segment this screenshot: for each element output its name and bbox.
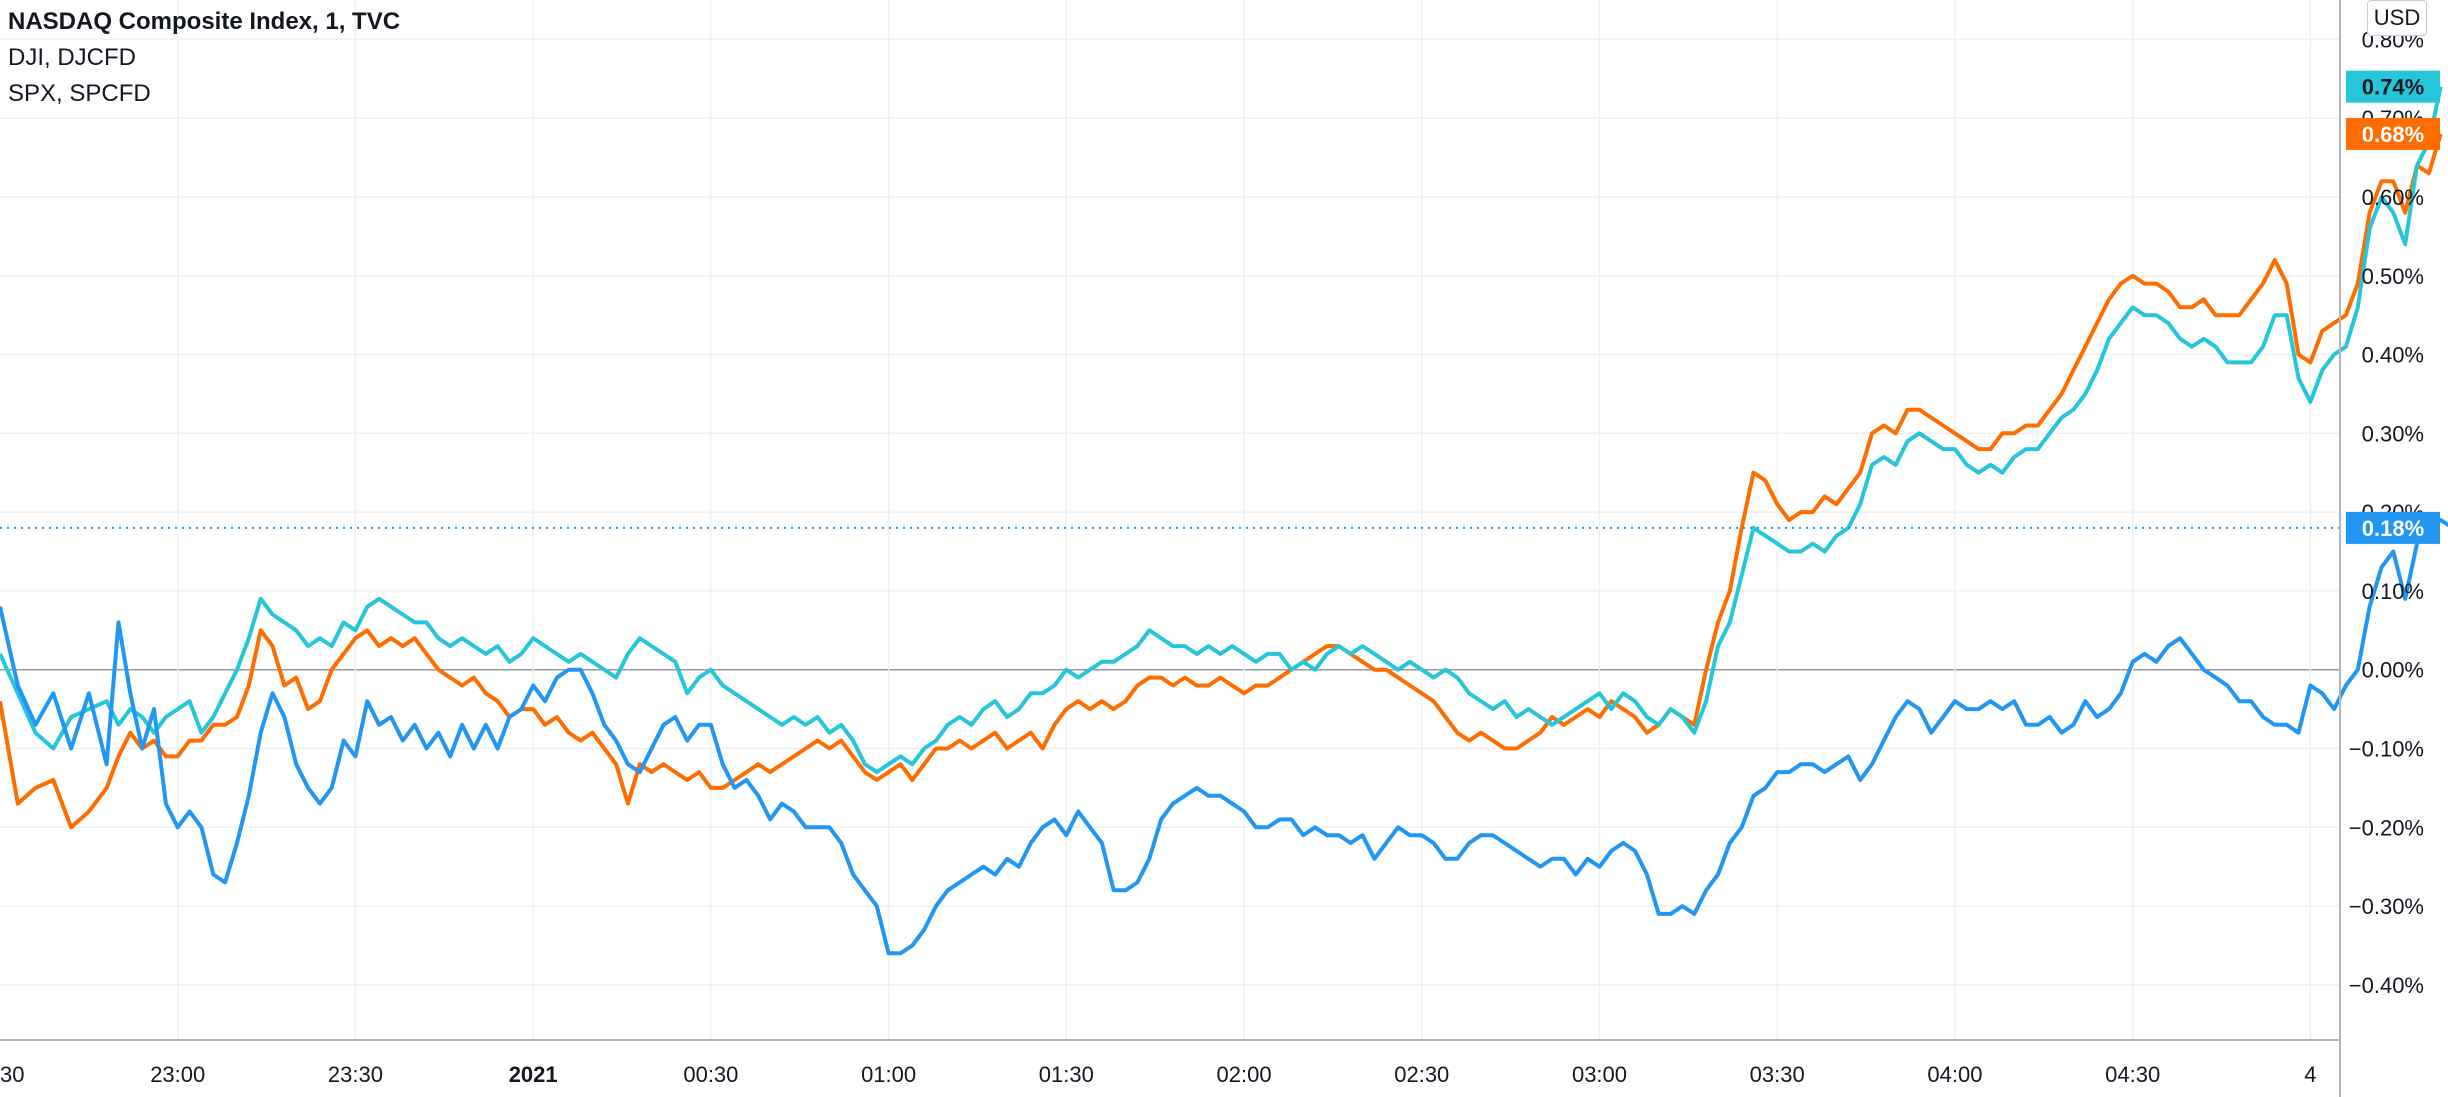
legend-main-symbol[interactable]: NASDAQ Composite Index, 1, TVC [8,8,401,35]
y-tick-label: −0.20% [2349,815,2424,840]
x-tick-label: 2021 [509,1062,558,1087]
series-line-spx [0,133,2443,830]
y-tick-label: 0.40% [2362,343,2424,368]
price-labels: 0.18% 0.74% 0.68% [2346,70,2440,544]
last-value-badge [2346,70,2440,103]
x-tick-label: 01:00 [861,1062,916,1087]
x-tick-label: 23:00 [150,1062,205,1087]
last-value-text: 0.18% [2362,516,2424,541]
x-tick-label: 02:30 [1394,1062,1449,1087]
x-tick-label: 04:00 [1927,1062,1982,1087]
y-tick-label: −0.10% [2349,736,2424,761]
currency-button[interactable]: USD [2367,0,2427,36]
series-line-nasdaq-composite-index [0,518,2448,956]
last-value-label: 0.74% [2346,70,2440,103]
y-tick-label: 0.50% [2362,264,2424,289]
series-line-dji [0,86,2443,775]
x-tick-label: 23:30 [328,1062,383,1087]
x-tick-label: 03:00 [1572,1062,1627,1087]
y-tick-label: −0.40% [2349,973,2424,998]
y-tick-label: −0.30% [2349,894,2424,919]
last-value-badge [2346,511,2440,544]
gridlines [0,0,2340,1040]
x-tick-label: 02:00 [1217,1062,1272,1087]
series-lines [0,86,2448,956]
y-tick-label: 0.60% [2362,185,2424,210]
y-tick-label: 0.00% [2362,658,2424,683]
x-tick-label: 4 [2304,1062,2316,1087]
last-value-label: 0.18% [2346,511,2440,544]
x-tick-label: 01:30 [1039,1062,1094,1087]
x-tick-label: 30 [0,1062,24,1087]
x-tick-label: 04:30 [2105,1062,2160,1087]
legend-compare-spx[interactable]: SPX, SPCFD [8,80,151,107]
legend: NASDAQ Composite Index, 1, TVC DJI, DJCF… [8,4,400,112]
legend-compare-dji[interactable]: DJI, DJCFD [8,44,136,71]
last-value-text: 0.68% [2362,122,2424,147]
y-tick-label: 0.30% [2362,421,2424,446]
last-value-label: 0.68% [2346,117,2440,150]
last-value-badge [2346,117,2440,150]
x-tick-label: 00:30 [683,1062,738,1087]
last-value-text: 0.74% [2362,75,2424,100]
y-tick-label: 0.10% [2362,579,2424,604]
x-tick-label: 03:30 [1750,1062,1805,1087]
